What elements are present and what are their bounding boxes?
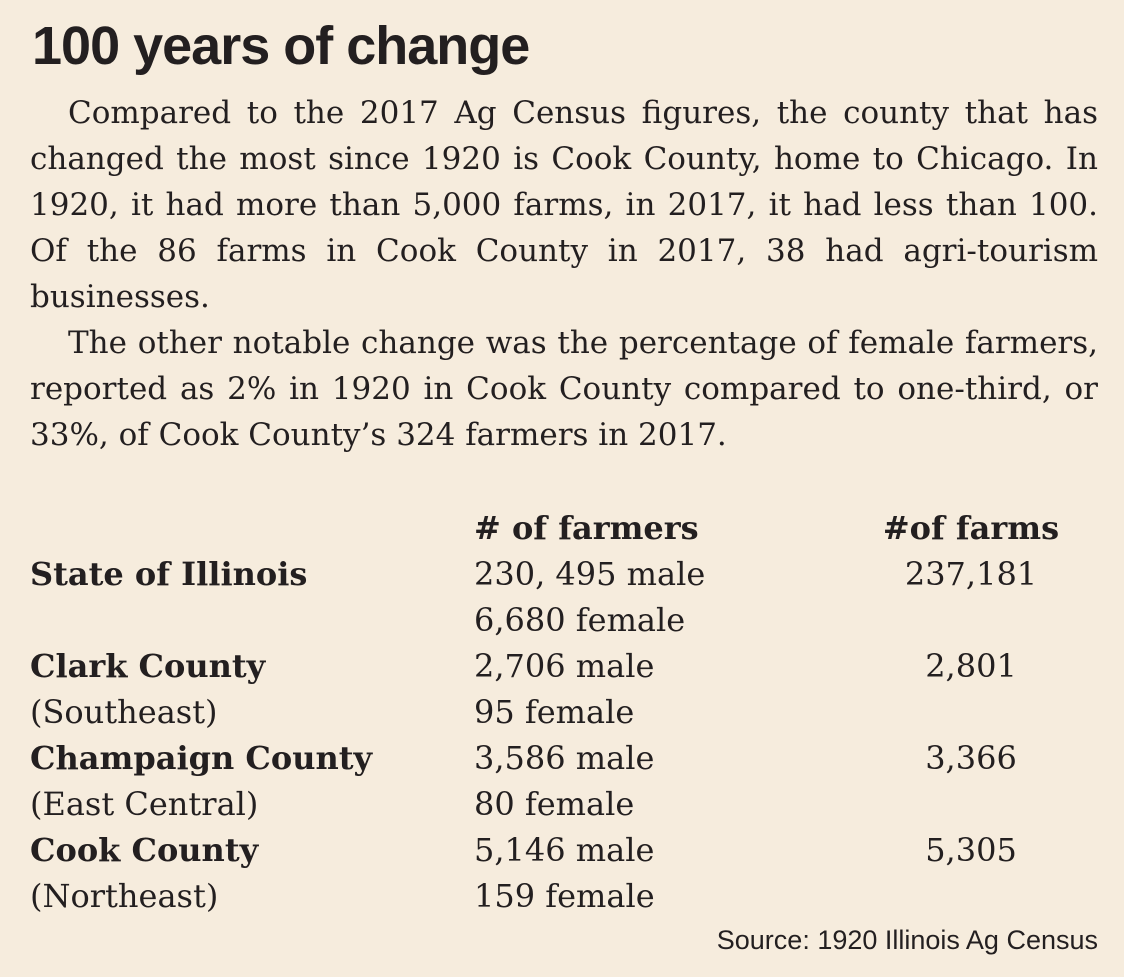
census-table: # of farmers #of farms State of Illinois… xyxy=(30,505,1098,919)
table-row: Clark County 2,706 male 2,801 xyxy=(30,643,1098,689)
row-male: 2,706 male xyxy=(474,647,655,685)
row-region: (Southeast) xyxy=(30,693,218,731)
row-farms: 237,181 xyxy=(904,555,1038,593)
row-female: 80 female xyxy=(474,785,635,823)
table-row: Champaign County 3,586 male 3,366 xyxy=(30,735,1098,781)
paragraph-1: Compared to the 2017 Ag Census figures, … xyxy=(30,95,1098,315)
row-female: 6,680 female xyxy=(474,601,686,639)
table-row-sub: (Southeast) 95 female xyxy=(30,689,1098,735)
row-name: Champaign County xyxy=(30,739,373,777)
row-region xyxy=(30,597,474,643)
header-blank xyxy=(30,505,474,551)
row-region: (East Central) xyxy=(30,785,259,823)
table-header: # of farmers #of farms xyxy=(30,505,1098,551)
source-credit: Source: 1920 Illinois Ag Census xyxy=(716,925,1098,955)
table-row: State of Illinois 230, 495 male 237,181 xyxy=(30,551,1098,597)
article-body: Compared to the 2017 Ag Census figures, … xyxy=(30,90,1098,458)
row-region: (Northeast) xyxy=(30,877,219,915)
row-name: State of Illinois xyxy=(30,555,308,593)
row-farms: 3,366 xyxy=(925,739,1017,777)
page-title: 100 years of change xyxy=(32,16,530,76)
header-farmers: # of farmers xyxy=(474,509,699,547)
row-name: Cook County xyxy=(30,831,259,869)
row-male: 5,146 male xyxy=(474,831,655,869)
row-male: 230, 495 male xyxy=(474,555,706,593)
table-row: Cook County 5,146 male 5,305 xyxy=(30,827,1098,873)
row-name: Clark County xyxy=(30,647,266,685)
header-farms: #of farms xyxy=(882,509,1060,547)
table-row-sub: (Northeast) 159 female xyxy=(30,873,1098,919)
paragraph-2: The other notable change was the percent… xyxy=(30,325,1098,453)
table-row-sub: (East Central) 80 female xyxy=(30,781,1098,827)
row-farms: 5,305 xyxy=(925,831,1017,869)
row-farms: 2,801 xyxy=(925,647,1017,685)
table-row-sub: 6,680 female xyxy=(30,597,1098,643)
row-male: 3,586 male xyxy=(474,739,655,777)
row-female: 95 female xyxy=(474,693,635,731)
row-female: 159 female xyxy=(474,877,655,915)
